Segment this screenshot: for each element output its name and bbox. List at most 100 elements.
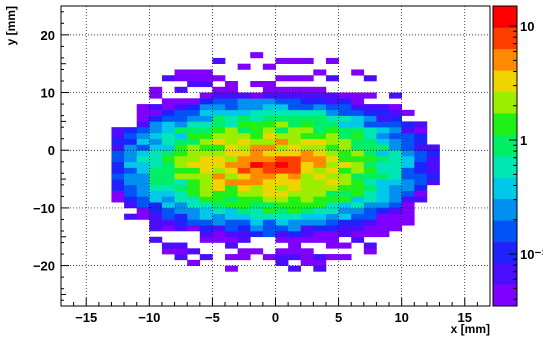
- heatmap-cell: [149, 225, 163, 232]
- heatmap-cell: [237, 63, 251, 70]
- heatmap-cell: [363, 156, 377, 163]
- heatmap-cell: [136, 184, 150, 191]
- heatmap-cell: [288, 57, 302, 64]
- heatmap-cell: [161, 161, 175, 168]
- heatmap-cell: [275, 167, 289, 174]
- heatmap-cell: [389, 190, 402, 197]
- heatmap-cell: [351, 150, 365, 157]
- heatmap-cell: [225, 121, 238, 128]
- color-scale-ticks: 10⁻¹ 1 10: [509, 19, 543, 300]
- heatmap-cell: [225, 98, 238, 105]
- heatmap-cell: [300, 196, 314, 203]
- heatmap-cell: [313, 179, 327, 186]
- heatmap-cell: [174, 173, 188, 180]
- heatmap-cell: [174, 207, 188, 214]
- heatmap-cell: [225, 236, 238, 243]
- heatmap-cell: [363, 161, 377, 168]
- heatmap-cell: [351, 202, 365, 209]
- heatmap-cell: [288, 138, 302, 145]
- heatmap-cell: [325, 75, 339, 82]
- heatmap-cell: [199, 161, 213, 168]
- heatmap-cell: [313, 92, 327, 99]
- heatmap-cell: [124, 156, 138, 163]
- heatmap-cell: [250, 115, 264, 122]
- heatmap-cell: [136, 104, 150, 111]
- heatmap-cell: [250, 138, 264, 145]
- z-tick-label: 1: [520, 133, 527, 148]
- heatmap-cell: [351, 225, 365, 232]
- heatmap-cell: [363, 202, 377, 209]
- heatmap-cell: [363, 138, 377, 145]
- heatmap-cell: [149, 219, 163, 226]
- heatmap-cell: [161, 207, 175, 214]
- x-tick-label: 15: [458, 310, 472, 325]
- heatmap-cell: [174, 69, 188, 76]
- heatmap-cell: [401, 138, 415, 145]
- heatmap-cell: [124, 144, 138, 151]
- heatmap-cell: [199, 254, 213, 261]
- heatmap-cell: [376, 132, 390, 139]
- heatmap-cell: [262, 63, 276, 70]
- heatmap-cell: [136, 161, 150, 168]
- heatmap-cell: [262, 219, 276, 226]
- heatmap-cell: [174, 248, 188, 255]
- heatmap-cell: [313, 265, 327, 272]
- grid-lines: [61, 6, 490, 306]
- heatmap-cell: [389, 115, 402, 122]
- x-tick-label: 10: [394, 310, 408, 325]
- heatmap-cell: [401, 219, 415, 226]
- heatmap-cell: [111, 190, 125, 197]
- heatmap-cell: [199, 150, 213, 157]
- heatmap-cell: [376, 167, 390, 174]
- heatmap-cell: [124, 213, 138, 220]
- heatmap-cell: [300, 121, 314, 128]
- heatmap-cell: [401, 196, 415, 203]
- heatmap-cell: [212, 196, 226, 203]
- heatmap-cell: [187, 196, 201, 203]
- heatmap-cell: [212, 156, 226, 163]
- heatmap-cell: [414, 184, 428, 191]
- heatmap-cell: [136, 202, 150, 209]
- heatmap-cell: [149, 207, 163, 214]
- heatmap-cell: [212, 173, 226, 180]
- heatmap-cell: [351, 121, 365, 128]
- heatmap-cell: [199, 132, 213, 139]
- heatmap-cell: [237, 132, 251, 139]
- heatmap-cell: [414, 179, 428, 186]
- heatmap-cell: [351, 213, 365, 220]
- heatmap-cell: [237, 225, 251, 232]
- heatmap-cell: [351, 179, 365, 186]
- heatmap-cell: [414, 150, 428, 157]
- heatmap-cell: [262, 254, 276, 261]
- heatmap-cell: [401, 167, 415, 174]
- heatmap-cell: [237, 248, 251, 255]
- heatmap-cell: [199, 167, 213, 174]
- color-scale-swatch: [493, 156, 517, 178]
- heatmap-cell: [288, 167, 302, 174]
- heatmap-cell: [313, 109, 327, 116]
- heatmap-cell: [376, 207, 390, 214]
- heatmap-cell: [275, 225, 289, 232]
- heatmap-cell: [300, 150, 314, 157]
- heatmap-cell: [376, 150, 390, 157]
- color-scale-swatch: [493, 241, 517, 264]
- heatmap-cell: [250, 219, 264, 226]
- heatmap-cell: [426, 173, 440, 180]
- heatmap-cell: [288, 156, 302, 163]
- heatmap-cell: [389, 167, 402, 174]
- heatmap-cell: [300, 254, 314, 261]
- x-tick-label: −15: [75, 310, 97, 325]
- heatmap-cell: [300, 167, 314, 174]
- heatmap-cell: [313, 202, 327, 209]
- heatmap-cell: [111, 127, 125, 134]
- heatmap-cell: [136, 207, 150, 214]
- y-tick-label: 10: [41, 86, 55, 101]
- heatmap-cell: [414, 173, 428, 180]
- heatmap-cell: [262, 121, 276, 128]
- heatmap-cell: [325, 207, 339, 214]
- heatmap-cell: [376, 225, 390, 232]
- heatmap-cell: [199, 115, 213, 122]
- heatmap-cell: [212, 213, 226, 220]
- heatmap-cell: [225, 167, 238, 174]
- heatmap-cell: [111, 138, 125, 145]
